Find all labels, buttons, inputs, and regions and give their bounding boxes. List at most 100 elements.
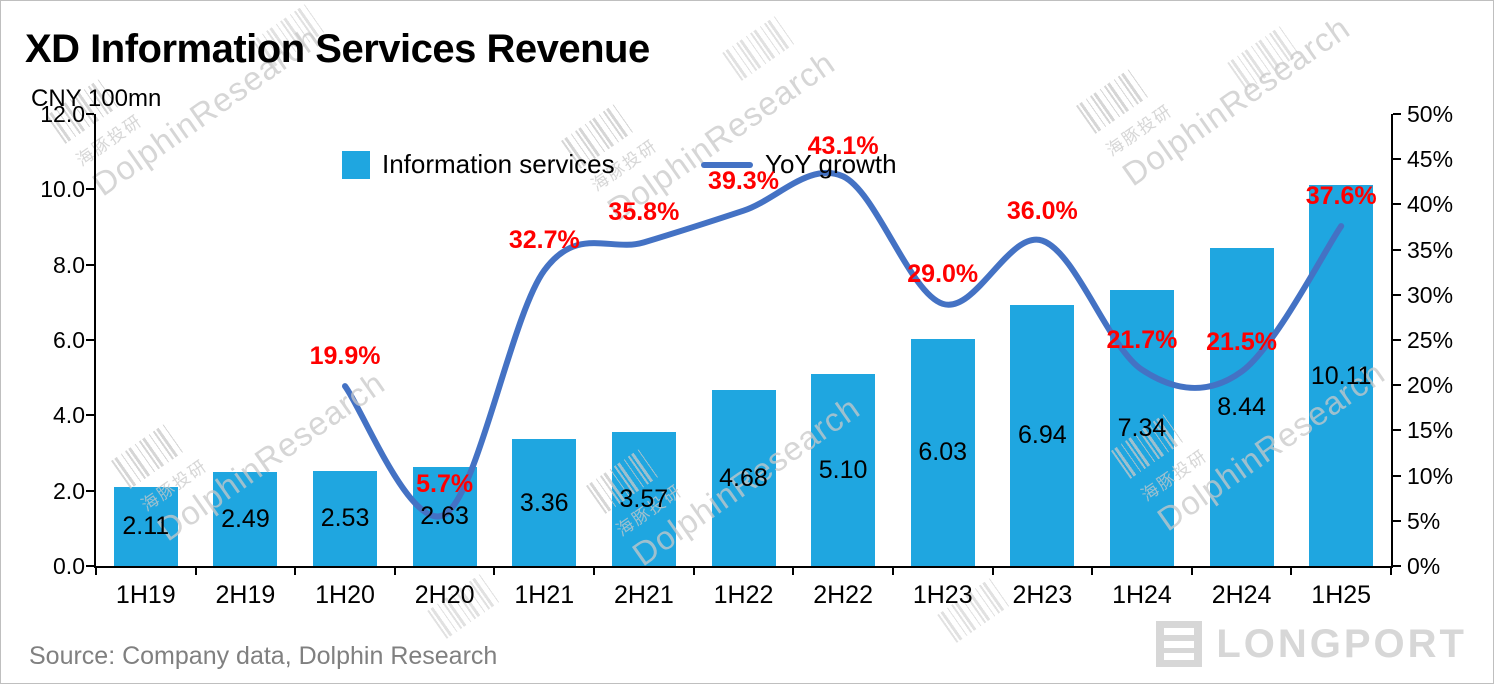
y-axis-right-line <box>1391 114 1393 568</box>
legend-item-information-services: Information services <box>342 149 615 180</box>
longport-logo: LONGPORT <box>1156 621 1467 667</box>
axis-tick <box>1290 568 1293 575</box>
watermark-cjk-text: 海豚投研 <box>1102 100 1177 161</box>
y-right-label: 35% <box>1407 236 1454 263</box>
longport-logo-text: LONGPORT <box>1216 621 1467 666</box>
y-right-label: 10% <box>1407 462 1454 489</box>
x-label-2H20: 2H20 <box>414 581 475 609</box>
line-series-swatch <box>701 161 753 168</box>
y-left-label: 8.0 <box>53 251 85 278</box>
watermark-barcode <box>722 15 796 81</box>
x-label-2H19: 2H19 <box>215 581 276 609</box>
bar-value-2H24: 8.44 <box>1217 393 1266 422</box>
axis-tick <box>692 568 695 575</box>
axis-unit-label: CNY 100mn <box>31 85 162 112</box>
bar-1H21 <box>512 439 577 566</box>
bar-value-1H22: 4.68 <box>719 463 768 492</box>
watermark-barcode <box>937 577 1011 643</box>
axis-tick <box>86 113 94 115</box>
axis-tick <box>1393 429 1401 432</box>
axis-tick <box>194 568 197 575</box>
bar-2H19 <box>213 472 278 566</box>
x-label-1H21: 1H21 <box>514 581 575 609</box>
y-left-label: 4.0 <box>53 402 85 429</box>
axis-tick <box>493 568 496 575</box>
y-right-label: 50% <box>1407 101 1454 127</box>
watermark-cjk-text: 海豚投研 <box>72 110 147 171</box>
x-label-2H22: 2H22 <box>813 581 873 609</box>
watermark-latin-text: DolphinResearch <box>625 388 867 573</box>
y-left-label: 2.0 <box>53 477 85 504</box>
dolphin-watermark: 海豚投研 DolphinResearch <box>1076 1 1357 194</box>
watermark-cjk-text: 海豚投研 <box>1137 445 1212 506</box>
axis-tick <box>1091 568 1094 575</box>
axis-tick <box>1393 203 1401 206</box>
bar-1H23 <box>910 338 975 566</box>
axis-tick <box>1393 248 1401 251</box>
watermark-barcode <box>586 448 660 514</box>
bar-1H20 <box>313 470 378 566</box>
axis-tick <box>86 565 94 567</box>
dolphin-watermark: 海豚投研 DolphinResearch <box>111 307 392 548</box>
watermark-cjk-text: 海豚投研 <box>137 455 212 516</box>
y-right-label: 20% <box>1407 372 1454 399</box>
axis-tick <box>86 188 94 191</box>
growth-label-1H25: 37.6% <box>1305 182 1377 211</box>
bar-value-2H20: 2.63 <box>420 502 469 531</box>
growth-label-2H20: 5.7% <box>416 470 474 499</box>
axis-tick <box>294 568 297 575</box>
longport-logo-icon <box>1156 621 1203 667</box>
x-label-2H24: 2H24 <box>1211 581 1272 609</box>
axis-tick <box>1393 565 1401 567</box>
y-right-label: 0% <box>1407 553 1441 579</box>
x-label-1H22: 1H22 <box>713 581 774 609</box>
bar-1H25 <box>1309 185 1374 566</box>
axis-tick <box>891 568 894 575</box>
watermark-latin-text: DolphinResearch <box>150 363 392 548</box>
bar-value-1H20: 2.53 <box>320 504 370 533</box>
growth-label-1H21: 32.7% <box>508 226 580 255</box>
y-right-label: 45% <box>1407 146 1454 173</box>
axis-tick <box>86 263 94 266</box>
growth-label-1H24: 21.7% <box>1106 325 1178 354</box>
watermark-barcode <box>1227 25 1301 91</box>
y-right-label: 25% <box>1407 327 1454 353</box>
axis-tick <box>1393 113 1401 115</box>
bar-value-2H23: 6.94 <box>1018 421 1067 450</box>
axis-tick <box>1390 568 1392 575</box>
legend-label-information-services: Information services <box>382 149 615 179</box>
growth-label-2H21: 35.8% <box>608 198 680 227</box>
watermark-barcode <box>1076 68 1150 134</box>
x-label-1H25: 1H25 <box>1311 581 1372 609</box>
y-right-label: 30% <box>1407 281 1454 308</box>
source-note: Source: Company data, Dolphin Research <box>29 642 498 670</box>
x-label-1H19: 1H19 <box>115 581 176 609</box>
bar-value-2H19: 2.49 <box>221 505 270 534</box>
axis-tick <box>1393 293 1401 296</box>
x-axis-line <box>94 566 1393 568</box>
legend-label-yoy-growth: YoY growth <box>765 149 897 179</box>
y-left-label: 0.0 <box>53 553 85 579</box>
bar-1H24 <box>1109 289 1174 566</box>
y-left-label: 10.0 <box>40 176 85 203</box>
x-label-1H24: 1H24 <box>1112 581 1172 609</box>
bar-value-2H22: 5.10 <box>818 455 868 484</box>
axis-tick <box>1393 519 1401 522</box>
axis-tick <box>1393 339 1401 341</box>
axis-tick <box>95 568 97 575</box>
axis-tick <box>86 489 94 492</box>
axis-tick <box>1393 474 1401 477</box>
x-label-1H20: 1H20 <box>315 581 375 609</box>
watermark-cjk-text: 海豚投研 <box>612 480 687 541</box>
yoy-line-path <box>342 169 1345 520</box>
axis-tick <box>792 568 795 575</box>
growth-label-2H23: 36.0% <box>1006 196 1078 225</box>
bar-1H19 <box>113 486 178 566</box>
y-axis-left-line <box>94 114 96 568</box>
growth-label-1H20: 19.9% <box>309 342 381 371</box>
axis-tick <box>991 568 994 575</box>
bar-value-1H23: 6.03 <box>918 438 968 467</box>
